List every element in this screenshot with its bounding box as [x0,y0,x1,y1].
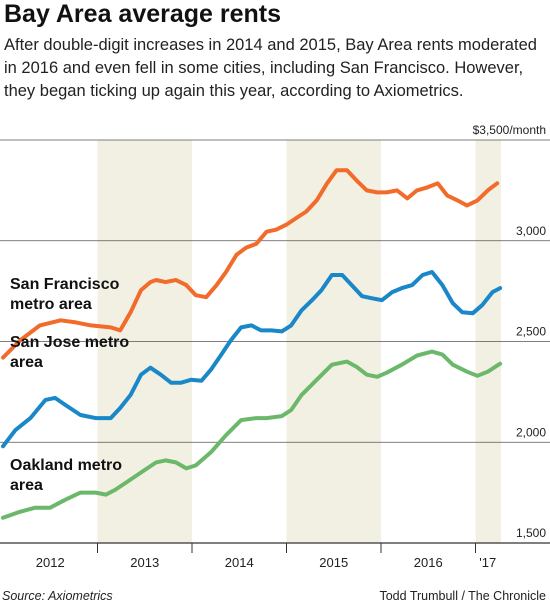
y-tick-label: 1,500 [516,526,546,540]
x-tick-label: 2012 [36,555,65,570]
x-tick-label: 2015 [319,555,348,570]
x-tick-label: '17 [479,555,496,570]
y-tick-label: 2,500 [516,325,546,339]
x-tick-label: 2014 [225,555,254,570]
series-line [1,349,503,520]
chart-title: Bay Area average rents [4,0,282,28]
series-label: Oakland metro area [10,457,123,494]
series-label: San Francisco metro area [10,276,120,313]
chart-subtitle: After double-digit increases in 2014 and… [4,36,537,100]
x-tick-label: 2013 [130,555,159,570]
series-line [1,270,503,449]
credit: Todd Trumbull / The Chronicle [379,589,546,603]
source: Source: Axiometrics [2,589,113,603]
y-tick-label: 3,000 [516,224,546,238]
series-label: San Jose metro area [10,334,130,371]
y-tick-label: $3,500/month [473,123,546,137]
x-tick-label: 2016 [414,555,443,570]
series-line [1,168,500,360]
y-tick-label: 2,000 [516,425,546,439]
